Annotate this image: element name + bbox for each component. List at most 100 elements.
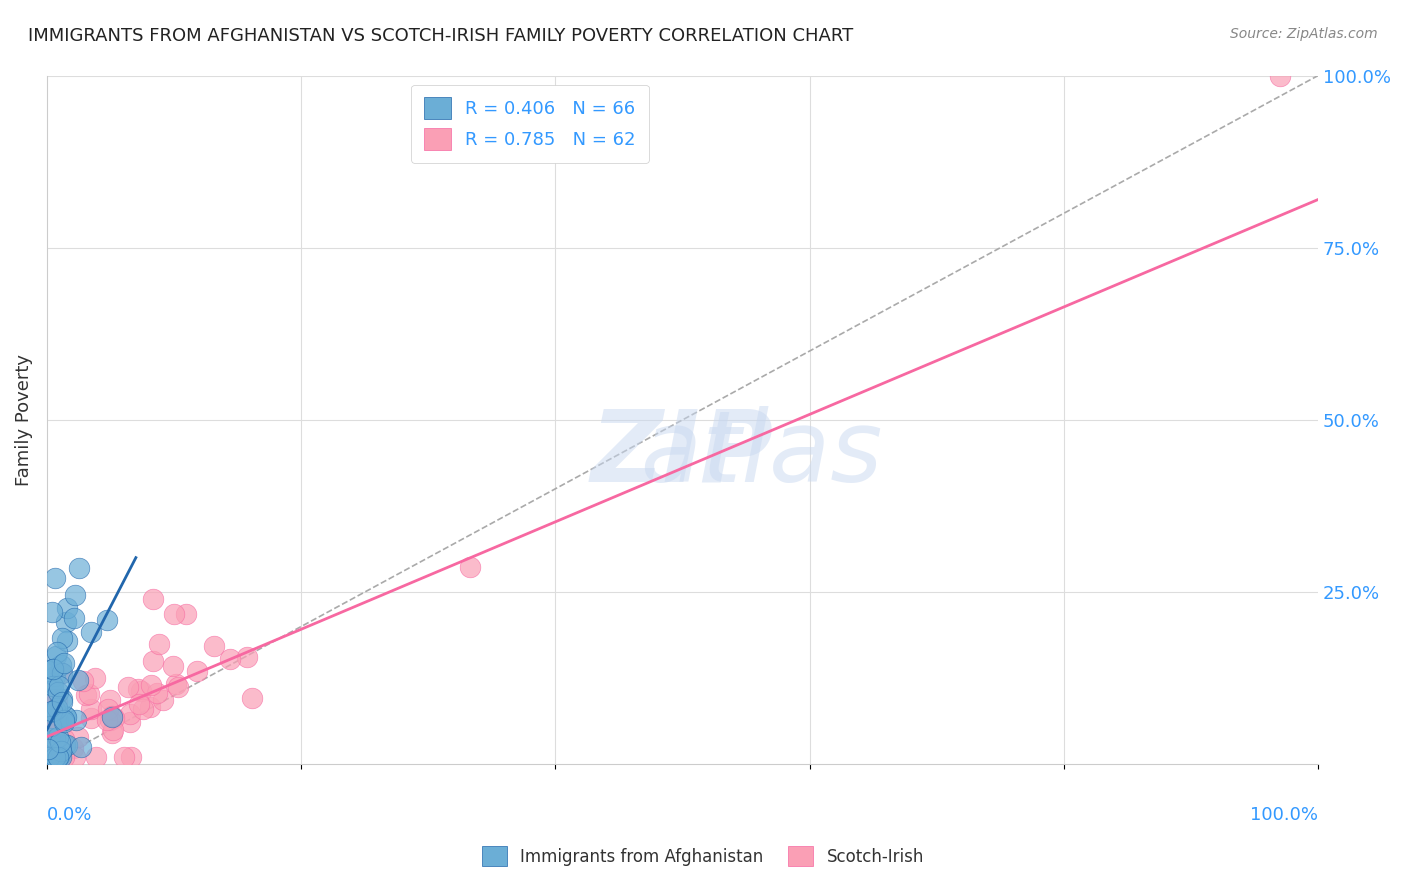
Point [46, 685, 69, 699]
Point [142, 654, 165, 668]
Point [44, 704, 66, 718]
Point [63, 588, 86, 602]
Point [42, 662, 65, 676]
Point [48, 750, 70, 764]
Point [75, 689, 97, 703]
Point [42, 731, 65, 745]
Point [39, 750, 62, 764]
Point [49, 743, 72, 757]
Point [202, 640, 225, 654]
Point [42, 750, 65, 764]
Point [163, 607, 186, 621]
Point [51, 632, 73, 646]
Point [53, 709, 76, 723]
Legend: Immigrants from Afghanistan, Scotch-Irish: Immigrants from Afghanistan, Scotch-Iris… [474, 838, 932, 875]
Point [176, 607, 198, 622]
Point [101, 709, 124, 723]
Point [100, 693, 122, 707]
Point [51, 750, 73, 764]
Point [80, 625, 103, 640]
Point [49, 665, 72, 680]
Point [80, 711, 103, 725]
Point [240, 690, 263, 705]
Point [65, 713, 87, 727]
Point [458, 559, 481, 574]
Point [100, 710, 122, 724]
Point [101, 725, 124, 739]
Point [72, 674, 94, 689]
Point [77, 687, 100, 701]
Point [45, 750, 67, 764]
Text: Source: ZipAtlas.com: Source: ZipAtlas.com [1230, 27, 1378, 41]
Point [42, 691, 65, 706]
Point [44, 669, 66, 683]
Point [44, 571, 66, 585]
Point [139, 700, 162, 714]
Point [120, 750, 142, 764]
Point [1268, 69, 1291, 83]
Point [97, 702, 120, 716]
Point [44, 701, 66, 715]
Point [53, 656, 76, 670]
Point [41, 605, 63, 619]
Point [44, 732, 66, 747]
Point [44, 750, 66, 764]
Point [38, 750, 60, 764]
Point [41, 662, 63, 676]
Point [98, 713, 121, 727]
Point [41, 704, 63, 718]
Point [186, 664, 208, 678]
Point [67, 561, 90, 575]
Point [37, 664, 59, 678]
Point [62, 741, 84, 756]
Point [129, 684, 152, 698]
Point [53, 714, 76, 729]
Point [46, 700, 69, 714]
Point [49, 734, 72, 748]
Point [127, 681, 149, 696]
Point [128, 697, 150, 711]
Point [132, 702, 155, 716]
Point [84, 750, 107, 764]
Point [146, 686, 169, 700]
Point [46, 750, 69, 764]
Point [80, 702, 103, 716]
Point [45, 750, 67, 764]
Text: IMMIGRANTS FROM AFGHANISTAN VS SCOTCH-IRISH FAMILY POVERTY CORRELATION CHART: IMMIGRANTS FROM AFGHANISTAN VS SCOTCH-IR… [28, 27, 853, 45]
Point [51, 695, 73, 709]
Point [44, 750, 66, 764]
Point [55, 601, 77, 615]
Point [38, 750, 60, 764]
Point [42, 698, 65, 713]
Text: 0.0%: 0.0% [46, 805, 93, 823]
Point [41, 680, 63, 694]
Point [37, 750, 59, 764]
Point [236, 649, 259, 664]
Point [53, 749, 76, 764]
Point [51, 657, 73, 672]
Point [46, 645, 69, 659]
Point [42, 750, 65, 764]
Point [42, 750, 65, 764]
Point [45, 694, 67, 708]
Point [41, 724, 63, 739]
Point [48, 750, 70, 764]
Point [62, 610, 84, 624]
Point [51, 666, 73, 681]
Point [120, 715, 142, 730]
Point [63, 750, 86, 764]
Point [66, 673, 89, 687]
Point [84, 671, 107, 685]
Point [139, 678, 162, 692]
Point [219, 652, 242, 666]
Point [103, 711, 125, 725]
Legend: R = 0.406   N = 66, R = 0.785   N = 62: R = 0.406 N = 66, R = 0.785 N = 62 [412, 85, 648, 163]
Point [38, 749, 60, 764]
Point [53, 732, 76, 747]
Point [45, 750, 67, 764]
Point [148, 637, 170, 651]
Point [56, 633, 79, 648]
Point [45, 648, 67, 663]
Point [52, 713, 75, 727]
Point [53, 738, 76, 752]
